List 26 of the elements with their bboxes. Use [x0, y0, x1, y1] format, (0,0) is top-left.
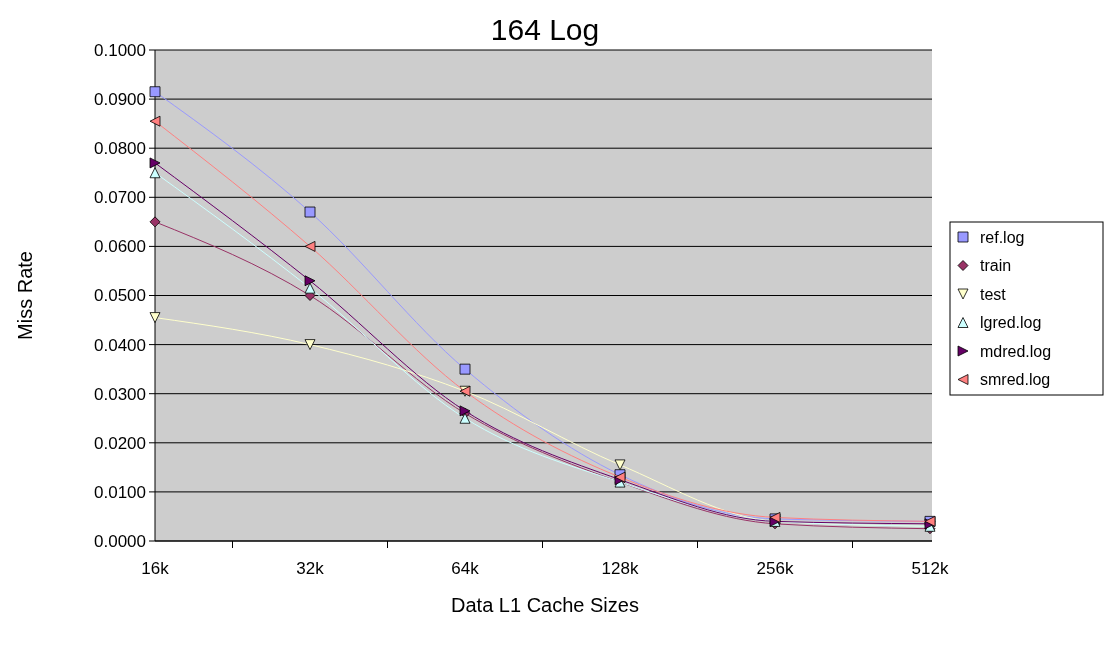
legend-label: ref.log: [980, 228, 1025, 246]
x-tick-label: 512k: [911, 559, 949, 578]
x-tick-label: 64k: [451, 559, 480, 578]
legend-label: train: [980, 257, 1012, 275]
y-tick-label: 0.0200: [94, 433, 146, 453]
x-tick-label: 32k: [296, 559, 325, 578]
legend-label: smred.log: [980, 371, 1051, 389]
x-axis-title: Data L1 Cache Sizes: [451, 594, 639, 616]
y-tick-label: 0.0800: [94, 139, 146, 159]
legend-label: mdred.log: [980, 342, 1052, 360]
x-tick-label: 16k: [141, 559, 170, 578]
y-tick-label: 0.0100: [94, 482, 146, 502]
y-tick-label: 0.1000: [94, 40, 146, 60]
legend-label: test: [980, 285, 1007, 303]
x-tick-label: 128k: [601, 559, 639, 578]
y-tick-label: 0.0700: [94, 188, 146, 208]
y-axis-title: Miss Rate: [14, 251, 36, 340]
y-tick-label: 0.0500: [94, 286, 146, 306]
legend-label: lgred.log: [980, 314, 1042, 332]
y-tick-label: 0.0300: [94, 384, 146, 404]
y-tick-label: 0.0000: [94, 531, 146, 551]
x-tick-label: 256k: [756, 559, 794, 578]
chart-title: 164 Log: [490, 13, 600, 46]
y-tick-label: 0.0400: [94, 335, 146, 355]
y-tick-label: 0.0600: [94, 237, 146, 257]
y-tick-label: 0.0900: [94, 90, 146, 110]
